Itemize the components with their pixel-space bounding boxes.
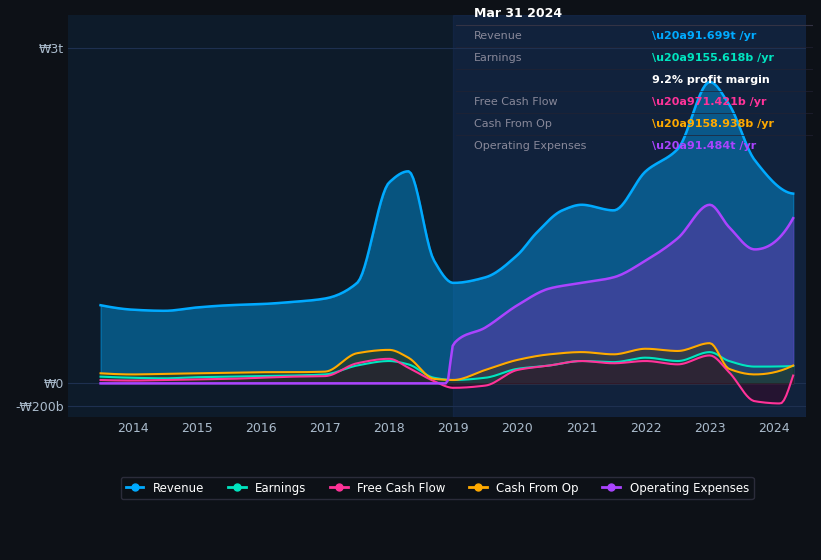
Text: Mar 31 2024: Mar 31 2024 bbox=[474, 7, 562, 20]
Text: Free Cash Flow: Free Cash Flow bbox=[474, 97, 557, 107]
Text: Earnings: Earnings bbox=[474, 53, 522, 63]
Text: Revenue: Revenue bbox=[474, 31, 522, 41]
Text: Operating Expenses: Operating Expenses bbox=[474, 141, 586, 151]
Text: \u20a971.421b /yr: \u20a971.421b /yr bbox=[652, 97, 767, 107]
Legend: Revenue, Earnings, Free Cash Flow, Cash From Op, Operating Expenses: Revenue, Earnings, Free Cash Flow, Cash … bbox=[121, 477, 754, 500]
Text: \u20a9158.938b /yr: \u20a9158.938b /yr bbox=[652, 119, 774, 129]
Text: \u20a91.699t /yr: \u20a91.699t /yr bbox=[652, 31, 756, 41]
Text: \u20a9155.618b /yr: \u20a9155.618b /yr bbox=[652, 53, 774, 63]
Text: Cash From Op: Cash From Op bbox=[474, 119, 552, 129]
Bar bbox=[453, 15, 806, 417]
Text: 9.2% profit margin: 9.2% profit margin bbox=[652, 75, 770, 85]
Text: \u20a91.484t /yr: \u20a91.484t /yr bbox=[652, 141, 756, 151]
